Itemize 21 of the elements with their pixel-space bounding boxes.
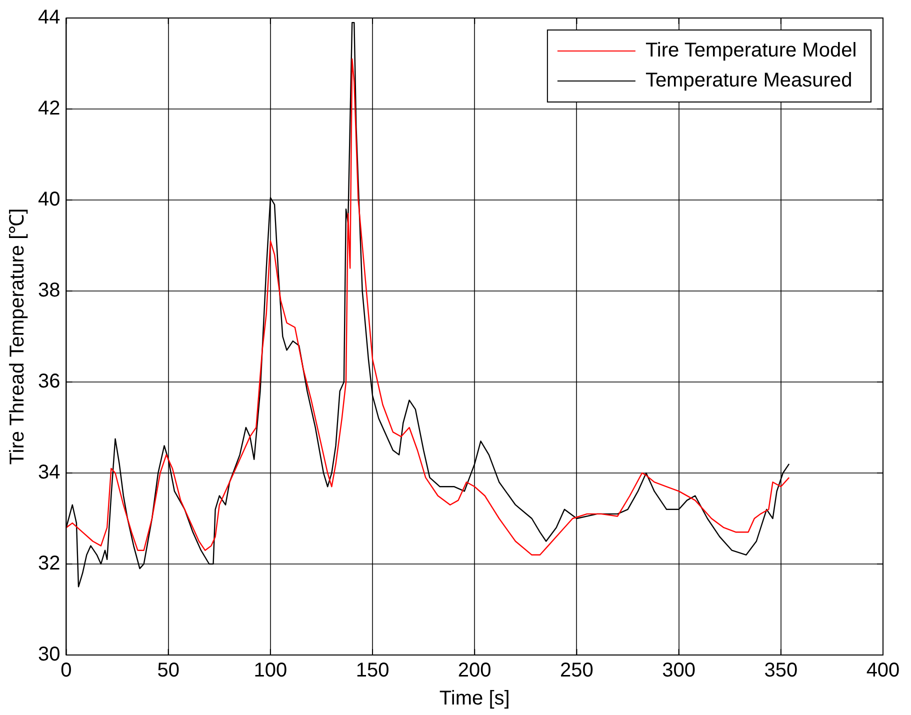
x-axis-title: Time [s]: [439, 688, 510, 710]
x-tick-label: 200: [458, 660, 492, 682]
x-tick-label: 50: [157, 660, 180, 682]
y-tick-label: 38: [38, 280, 60, 302]
x-tick-label: 300: [662, 660, 696, 682]
y-tick-label: 42: [38, 98, 60, 120]
y-tick-label: 30: [38, 644, 60, 666]
x-tick-label: 250: [560, 660, 594, 682]
y-tick-label: 36: [38, 370, 60, 393]
y-tick-label: 34: [38, 462, 60, 484]
x-tick-label: 350: [764, 660, 798, 682]
y-axis-title: Tire Thread Temperature [℃]: [6, 208, 29, 465]
x-tick-label: 150: [356, 660, 390, 682]
y-tick-label: 40: [38, 188, 60, 211]
legend-label: Tire Temperature Model: [645, 40, 857, 62]
y-tick-label: 32: [38, 552, 60, 575]
y-tick-label: 44: [38, 6, 60, 29]
x-tick-label: 100: [254, 660, 288, 682]
legend-label: Temperature Measured: [645, 70, 852, 92]
x-tick-label: 400: [866, 660, 900, 682]
x-tick-label: 0: [60, 660, 72, 682]
